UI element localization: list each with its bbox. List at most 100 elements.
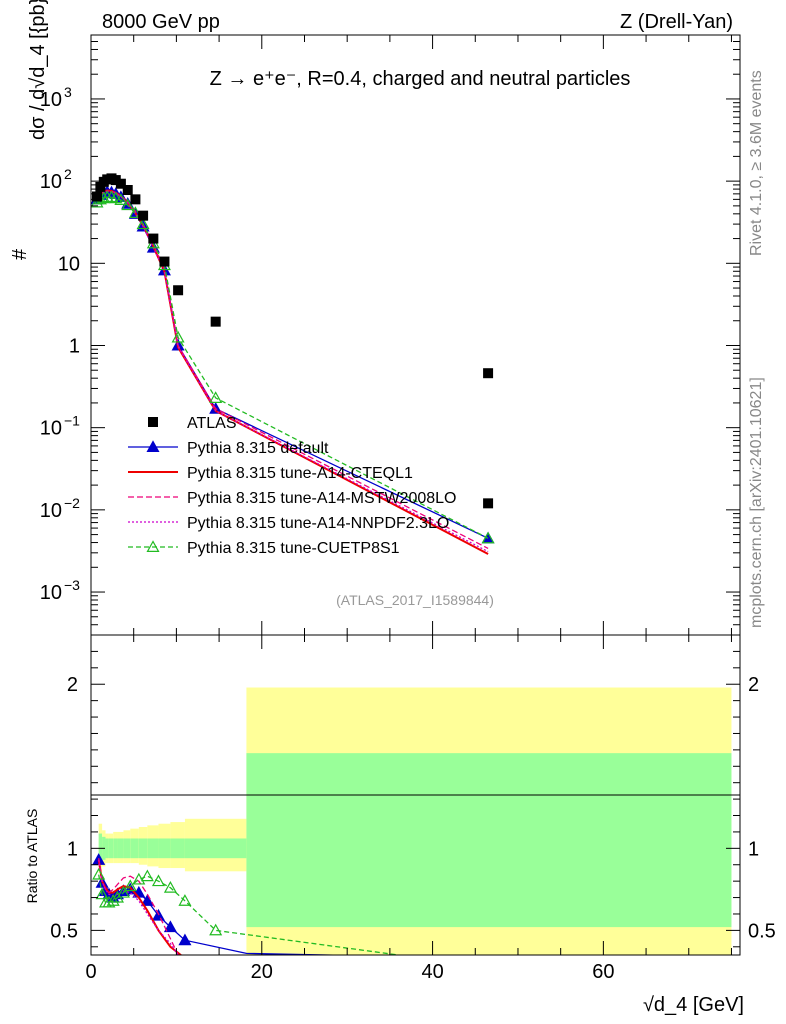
- legend-marker-cuetp8s1: [146, 540, 160, 553]
- ratio-y-label: Ratio to ATLAS: [24, 809, 40, 904]
- ratio-ticks: 0.5 0.51 12 20 20 40 60: [50, 635, 776, 983]
- legend-label-nnpdf: Pythia 8.315 tune-A14-NNPDF2.3LO: [187, 515, 449, 532]
- ratio-point-cuetp8s1: [106, 894, 120, 906]
- ratio-point-cuetp8s1: [95, 887, 109, 900]
- series-line-cuetp8s1: [96, 196, 489, 539]
- analysis-tag: (ATLAS_2017_I1589844): [336, 592, 494, 608]
- chart-title: Z → e⁺e⁻, R=0.4, charged and neutral par…: [210, 68, 631, 90]
- y-tick-label: 10: [58, 253, 80, 275]
- series-point-cuetp8s1: [209, 391, 223, 403]
- band-green: [123, 838, 131, 859]
- ratio-line-nnpdf: [98, 859, 179, 955]
- y-tick-exponent: −2: [64, 495, 80, 511]
- legend-label-default: Pythia 8.315 default: [187, 440, 329, 457]
- ratio-point-default: [178, 933, 192, 946]
- ratio-point-default: [163, 920, 177, 933]
- data-point-atlas: [95, 181, 106, 192]
- legend-label-cteql1: Pythia 8.315 tune-A14-CTEQL1: [187, 465, 413, 482]
- ratio-bands: [98, 687, 732, 955]
- ratio-point-cuetp8s1: [178, 894, 192, 906]
- data-point-atlas: [210, 316, 221, 327]
- series-point-cuetp8s1: [114, 193, 128, 205]
- ratio-point-cuetp8s1: [163, 880, 177, 893]
- x-tick-label: 0: [85, 961, 96, 983]
- ratio-line-cteql1: [97, 859, 183, 955]
- ratio-line-cuetp8s1: [98, 874, 399, 955]
- data-point-atlas: [122, 184, 133, 195]
- legend-label-mstw: Pythia 8.315 tune-A14-MSTW2008LO: [187, 490, 456, 507]
- band-green: [130, 838, 139, 859]
- y-tick-label: 10: [40, 171, 62, 193]
- y-tick-exponent: −3: [64, 577, 80, 593]
- ratio-point-cuetp8s1: [123, 879, 137, 892]
- data-point-atlas: [483, 498, 494, 509]
- header-left: 8000 GeV pp: [102, 11, 220, 33]
- ratio-line-mstw: [98, 858, 179, 955]
- band-green: [108, 838, 114, 859]
- legend-marker-default: [146, 440, 160, 452]
- band-green: [147, 838, 159, 859]
- rivet-label: Rivet 4.1.0, ≥ 3.6M events: [748, 70, 765, 256]
- legend-label-cuetp8s1: Pythia 8.315 tune-CUETP8S1: [187, 540, 400, 557]
- x-axis-label: √d_4 [GeV]: [643, 994, 744, 1016]
- header-right: Z (Drell-Yan): [620, 11, 733, 33]
- ratio-point-cuetp8s1: [132, 872, 146, 885]
- series-point-cuetp8s1: [136, 217, 150, 230]
- y-tick-exponent: −1: [64, 413, 80, 429]
- band-green: [184, 838, 247, 859]
- data-point-atlas: [91, 191, 102, 202]
- series-line-default: [96, 191, 489, 539]
- ratio-panel: 0.5 0.51 12 20 20 40 60 Ratio to ATLAS √d_4 [G…: [24, 634, 776, 1016]
- ratio-point-cuetp8s1: [151, 874, 165, 887]
- ratio-point-cuetp8s1: [140, 869, 154, 882]
- data-point-atlas: [138, 210, 149, 221]
- band-green: [113, 838, 118, 859]
- x-tick-label: 60: [592, 961, 614, 983]
- ratio-point-cuetp8s1: [209, 923, 223, 936]
- x-tick-label: 40: [421, 961, 443, 983]
- ratio-y-tick-label-left: 2: [67, 674, 78, 696]
- y-tick-label: 1: [69, 335, 80, 357]
- band-green: [246, 753, 732, 928]
- y-tick-exponent: 3: [64, 84, 72, 100]
- band-green: [138, 838, 148, 859]
- ratio-series-layer: [92, 853, 399, 955]
- legend-label-atlas: ATLAS: [187, 415, 237, 432]
- y-axis-label: dσ / d√d_4 [{pb} {GeV}⁻¹]: [27, 0, 49, 140]
- data-point-atlas: [173, 285, 184, 296]
- ratio-y-tick-label-left: 0.5: [50, 920, 78, 942]
- data-point-atlas: [159, 256, 170, 267]
- series-point-cuetp8s1: [90, 195, 104, 208]
- data-point-atlas: [115, 178, 126, 189]
- main-series-layer: [90, 173, 495, 555]
- data-point-atlas: [130, 194, 141, 205]
- ratio-point-default: [140, 894, 154, 906]
- series-point-cuetp8s1: [121, 198, 135, 211]
- band-green: [117, 838, 124, 859]
- y-tick-exponent: 2: [64, 166, 72, 182]
- y-tick-label: 10: [40, 582, 62, 604]
- y-axis-label-prefix: #: [9, 248, 31, 260]
- x-tick-label: 20: [251, 961, 273, 983]
- series-line-nnpdf: [96, 190, 489, 553]
- y-tick-label: 10: [40, 89, 62, 111]
- ratio-y-tick-label-left: 1: [67, 838, 78, 860]
- band-green: [158, 838, 171, 859]
- band-green: [105, 838, 109, 859]
- ratio-point-cuetp8s1: [116, 885, 130, 898]
- series-point-cuetp8s1: [171, 330, 185, 343]
- data-point-atlas: [483, 368, 494, 379]
- y-tick-label: 10: [40, 418, 62, 440]
- mcplots-label: mcplots.cern.ch [arXiv:2401.10621]: [748, 377, 765, 628]
- ratio-frame: [90, 634, 741, 956]
- ratio-series-clipped: [92, 853, 399, 955]
- ratio-y-tick-label-right: 1: [748, 838, 759, 860]
- data-point-atlas: [148, 233, 159, 244]
- y-tick-label: 10: [40, 500, 62, 522]
- series-point-cuetp8s1: [481, 531, 495, 544]
- ratio-y-tick-label-right: 0.5: [748, 920, 776, 942]
- legend-marker-atlas: [148, 417, 158, 427]
